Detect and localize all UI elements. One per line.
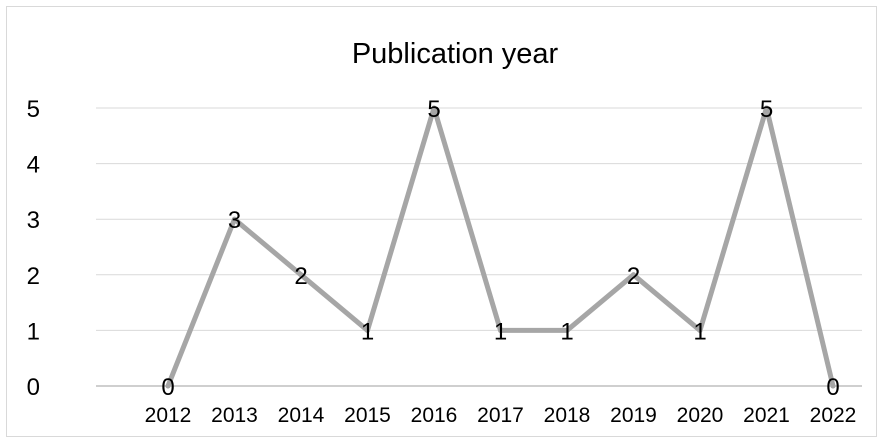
x-tick-label: 2018 (544, 404, 591, 427)
data-point (697, 327, 703, 333)
x-tick-label: 2012 (145, 404, 192, 427)
gridlines (96, 107, 862, 387)
y-tick-label: 0 (27, 374, 40, 401)
data-label: 1 (693, 318, 706, 345)
y-tick-label: 1 (27, 318, 40, 345)
x-tick-label: 2022 (810, 404, 857, 427)
data-label: 0 (161, 374, 174, 401)
data-label: 2 (294, 263, 307, 290)
x-axis-ticks: 2012 2013 2014 2015 2016 2017 2018 2019 2020 2021… (145, 404, 857, 427)
x-tick-label: 2020 (677, 404, 724, 427)
x-tick-label: 2019 (610, 404, 657, 427)
y-tick-label: 2 (27, 263, 40, 290)
chart-border (6, 6, 877, 437)
data-point (498, 327, 503, 333)
x-tick-label: 2014 (278, 404, 325, 427)
data-label: 3 (228, 207, 241, 234)
x-tick-label: 2016 (411, 404, 458, 427)
x-tick-label: 2017 (477, 404, 524, 427)
data-label: 1 (560, 318, 573, 345)
x-tick-label: 2015 (344, 404, 391, 427)
chart-title: Publication year (352, 38, 559, 70)
data-label: 5 (427, 96, 440, 123)
x-tick-label: 2013 (211, 404, 258, 427)
data-point (431, 105, 437, 111)
data-point (564, 327, 570, 333)
data-point (365, 327, 370, 333)
data-label: 2 (627, 263, 640, 290)
y-tick-label: 4 (27, 152, 40, 179)
x-tick-label: 2021 (743, 404, 790, 427)
data-point (764, 105, 769, 111)
data-label: 0 (826, 374, 839, 401)
data-point (298, 272, 304, 278)
y-tick-label: 3 (27, 207, 40, 234)
data-label: 1 (361, 318, 374, 345)
data-point (165, 383, 171, 389)
data-point (631, 272, 636, 278)
data-labels: 0 3 2 1 5 1 1 2 1 5 0 (161, 96, 839, 401)
data-point (830, 383, 836, 389)
y-tick-label: 5 (27, 96, 40, 123)
y-axis-ticks: 0 1 2 3 4 5 (27, 96, 40, 401)
data-label: 1 (494, 318, 507, 345)
data-point (232, 216, 237, 222)
data-label: 5 (760, 96, 773, 123)
series-layer (165, 105, 836, 389)
